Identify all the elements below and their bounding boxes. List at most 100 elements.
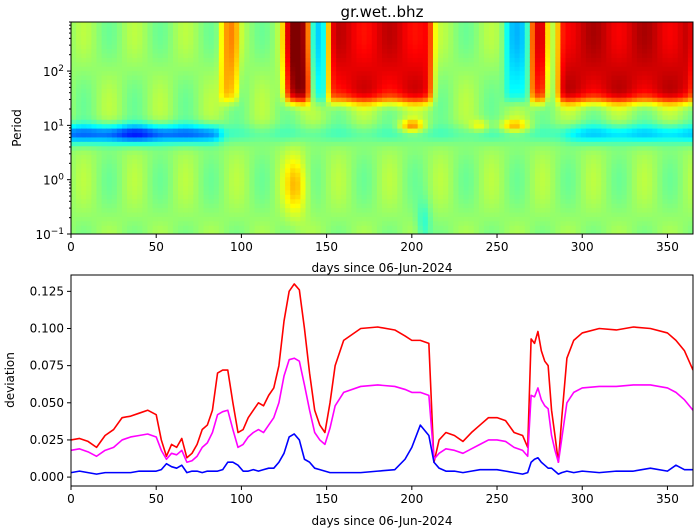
heatmap-cell: [427, 211, 434, 217]
heatmap-cell: [366, 141, 373, 147]
heatmap-cell: [540, 30, 546, 36]
heatmap-cell: [387, 44, 393, 50]
heatmap-cell: [76, 225, 82, 231]
heatmap-cell: [397, 70, 403, 76]
heatmap-cell: [310, 185, 317, 191]
heatmap-cell: [458, 26, 465, 32]
heatmap-cell: [223, 128, 230, 134]
heatmap-cell: [193, 39, 200, 45]
heatmap-cell: [351, 52, 358, 58]
heatmap-cell: [432, 203, 439, 209]
heatmap-cell: [407, 101, 414, 107]
heatmap-cell: [101, 66, 108, 72]
heatmap-cell: [514, 61, 521, 67]
heatmap-cell: [152, 141, 159, 147]
heatmap-cell: [509, 66, 516, 72]
heatmap-cell: [591, 216, 597, 222]
heatmap-cell: [468, 172, 475, 178]
heatmap-cell: [438, 52, 444, 58]
heatmap-cell: [417, 22, 424, 28]
heatmap-cell: [183, 211, 189, 217]
heatmap-cell: [407, 123, 414, 129]
heatmap-cell: [412, 35, 419, 41]
heatmap-cell: [300, 163, 307, 169]
heatmap-cell: [91, 61, 98, 67]
heatmap-cell: [529, 150, 536, 156]
heatmap-cell: [157, 220, 164, 226]
heatmap-cell: [361, 83, 368, 89]
heatmap-cell: [392, 79, 398, 85]
heatmap-cell: [106, 132, 113, 138]
heatmap-cell: [514, 185, 521, 191]
heatmap-cell: [514, 52, 521, 58]
heatmap-cell: [300, 35, 307, 41]
heatmap-cell: [514, 83, 521, 89]
heatmap-cell: [121, 39, 128, 45]
heatmap-cell: [91, 198, 98, 204]
heatmap-cell: [274, 163, 281, 169]
heatmap-cell: [351, 114, 358, 120]
heatmap-cell: [259, 150, 266, 156]
heatmap-cell: [132, 145, 138, 151]
heatmap-cell: [86, 216, 92, 222]
heatmap-cell: [387, 119, 393, 125]
heatmap-cell: [529, 172, 536, 178]
heatmap-cell: [305, 225, 312, 231]
heatmap-cell: [494, 198, 500, 204]
heatmap-cell: [310, 123, 317, 129]
heatmap-cell: [336, 123, 342, 129]
heatmap-cell: [356, 22, 363, 28]
heatmap-cell: [382, 119, 388, 125]
heatmap-cell: [183, 123, 189, 129]
heatmap-cell: [514, 128, 521, 134]
heatmap-cell: [468, 216, 475, 222]
heatmap-cell: [545, 203, 551, 209]
heatmap-cell: [259, 57, 266, 63]
heatmap-cell: [514, 203, 521, 209]
heatmap-cell: [295, 172, 302, 178]
heatmap-cell: [91, 105, 98, 111]
heatmap-cell: [162, 207, 169, 213]
heatmap-cell: [162, 229, 169, 234]
heatmap-cell: [162, 83, 169, 89]
heatmap-cell: [213, 30, 220, 36]
heatmap-cell: [91, 48, 98, 54]
heatmap-cell: [519, 128, 526, 134]
heatmap-cell: [254, 114, 261, 120]
heatmap-cell: [529, 123, 536, 129]
heatmap-cell: [499, 52, 505, 58]
heatmap-cell: [198, 105, 205, 111]
heatmap-cell: [229, 101, 235, 107]
heatmap-cell: [356, 163, 363, 169]
heatmap-cell: [387, 181, 393, 187]
heatmap-cell: [198, 181, 205, 187]
heatmap-cell: [320, 48, 327, 54]
heatmap-cell: [336, 61, 342, 67]
heatmap-cell: [116, 150, 123, 156]
heatmap-cell: [397, 211, 403, 217]
heatmap-cell: [229, 39, 235, 45]
heatmap-cell: [310, 225, 317, 231]
heatmap-cell: [438, 163, 444, 169]
heatmap-cell: [560, 114, 567, 120]
heatmap-cell: [325, 229, 332, 234]
heatmap-cell: [432, 158, 439, 164]
heatmap-cell: [264, 185, 271, 191]
heatmap-cell: [218, 110, 225, 116]
heatmap-cell: [106, 61, 113, 67]
heatmap-cell: [478, 110, 485, 116]
heatmap-cell: [137, 132, 143, 138]
heatmap-cell: [106, 30, 113, 36]
heatmap-cell: [331, 48, 337, 54]
heatmap-cell: [198, 57, 205, 63]
heatmap-cell: [514, 30, 521, 36]
heatmap-cell: [132, 39, 138, 45]
heatmap-cell: [453, 57, 460, 63]
heatmap-cell: [560, 167, 567, 173]
heatmap-cell: [483, 39, 490, 45]
heatmap-cell: [346, 92, 353, 98]
heatmap-cell: [121, 220, 128, 226]
heatmap-cell: [438, 154, 444, 160]
heatmap-cell: [325, 189, 332, 195]
heatmap-cell: [137, 225, 143, 231]
